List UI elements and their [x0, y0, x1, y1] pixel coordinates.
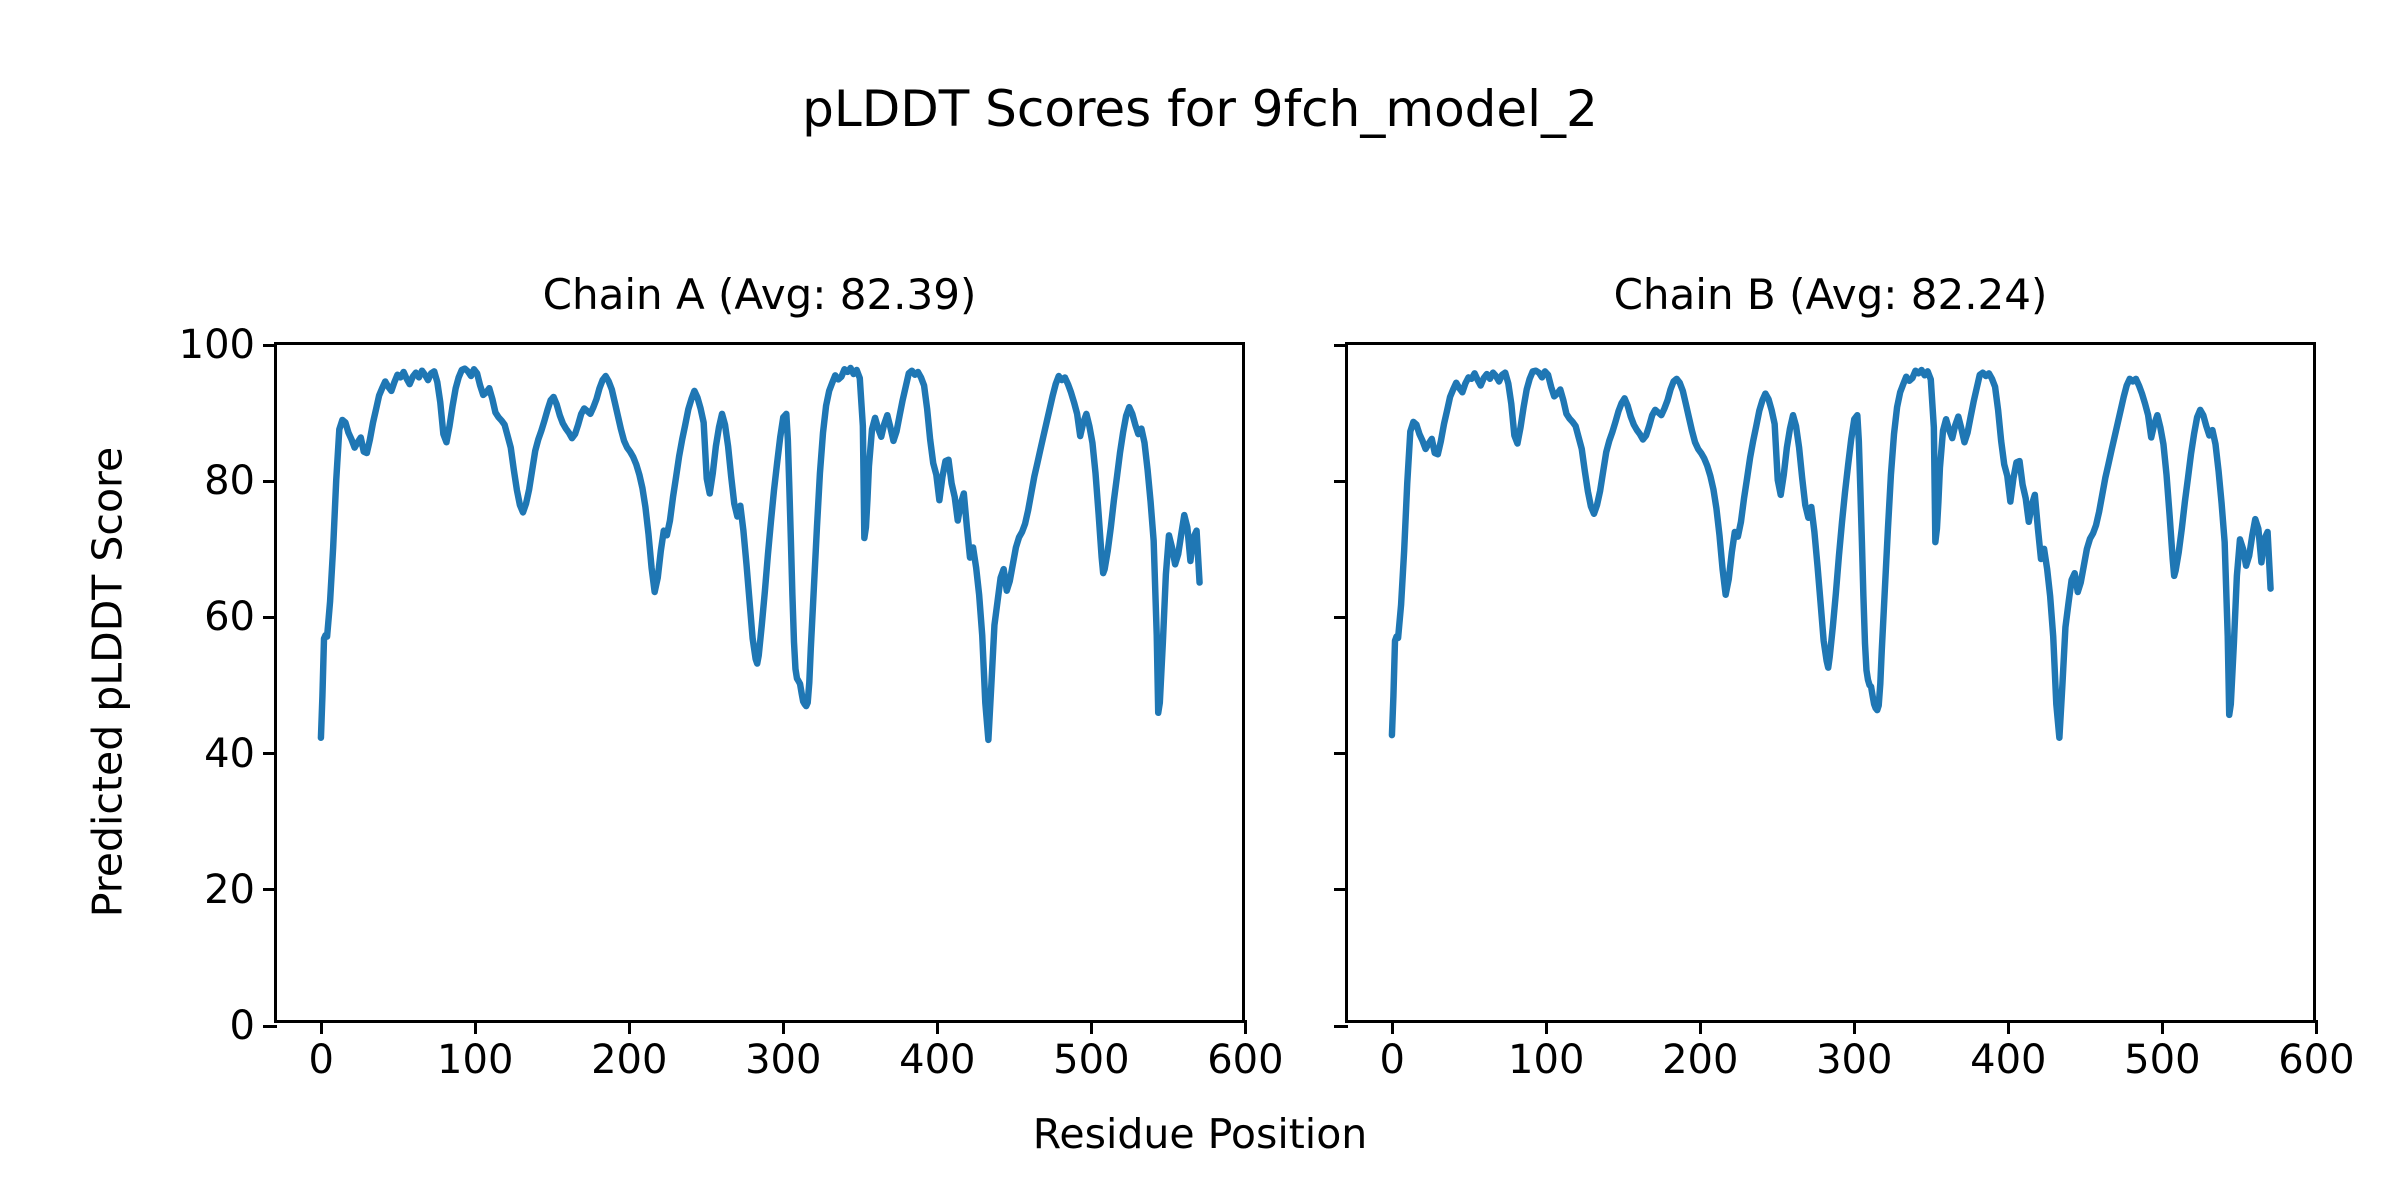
plddt-line-chain-b [1388, 366, 2274, 742]
x-axis-label: Residue Position [1032, 1110, 1368, 1158]
y-tick-label: 100 [178, 322, 255, 368]
x-tick-label: 100 [1508, 1037, 1585, 1083]
y-tick-mark [263, 479, 277, 483]
x-tick-label: 200 [1662, 1037, 1739, 1083]
x-tick-mark [319, 1020, 323, 1034]
x-tick-mark [2006, 1020, 2010, 1034]
x-tick-label: 600 [1207, 1037, 1284, 1083]
x-tick-label: 300 [1816, 1037, 1893, 1083]
y-tick-label: 20 [204, 866, 255, 913]
y-tick-mark [263, 752, 277, 756]
y-tick-mark [263, 888, 277, 892]
plddt-line-chain-a [317, 364, 1203, 744]
y-tick-label: 80 [204, 458, 255, 505]
plddt-line-chart [317, 364, 1203, 744]
x-tick-mark [935, 1020, 939, 1034]
y-tick-mark [1334, 888, 1348, 892]
y-tick-label: 40 [204, 730, 255, 777]
x-tick-label: 600 [2278, 1037, 2355, 1083]
x-tick-mark [627, 1020, 631, 1034]
x-tick-mark [473, 1020, 477, 1034]
y-tick-label: 60 [204, 594, 255, 641]
y-axis-label: Predicted pLDDT Score [83, 446, 132, 918]
chain-a-subplot-title: Chain A (Avg: 82.39) [542, 270, 977, 319]
x-tick-label: 200 [591, 1037, 668, 1083]
x-tick-label: 500 [2124, 1037, 2201, 1083]
x-tick-mark [1089, 1020, 1093, 1034]
x-tick-mark [1243, 1020, 1247, 1034]
x-tick-mark [1698, 1020, 1702, 1034]
x-tick-label: 500 [1053, 1037, 1130, 1083]
x-tick-label: 0 [1379, 1037, 1405, 1083]
plddt-line-chart [1388, 366, 2274, 742]
x-tick-mark [2160, 1020, 2164, 1034]
y-tick-mark [1334, 752, 1348, 756]
x-tick-label: 300 [745, 1037, 822, 1083]
x-tick-mark [2314, 1020, 2318, 1034]
x-tick-label: 100 [437, 1037, 514, 1083]
x-tick-mark [781, 1020, 785, 1034]
chain-b-subplot-title: Chain B (Avg: 82.24) [1613, 270, 2048, 319]
y-tick-mark [263, 1024, 277, 1028]
x-tick-label: 0 [308, 1037, 334, 1083]
chain-b-plot: 0 100 200 300 400 500 600 [1334, 342, 2355, 1080]
x-tick-label: 400 [899, 1037, 976, 1083]
y-tick-label: 0 [229, 1003, 255, 1049]
y-tick-mark [1334, 1024, 1348, 1028]
y-tick-mark [1334, 343, 1348, 347]
x-tick-mark [1852, 1020, 1856, 1034]
chain-a-plot: 0 100 200 300 400 500 600 0 20 40 60 80 100 [179, 325, 1284, 1080]
x-tick-mark [1544, 1020, 1548, 1034]
y-tick-mark [263, 615, 277, 619]
y-tick-mark [1334, 615, 1348, 619]
figure-title: pLDDT Scores for 9fch_model_2 [802, 80, 1598, 138]
x-tick-mark [1390, 1020, 1394, 1034]
x-tick-label: 400 [1970, 1037, 2047, 1083]
y-tick-mark [263, 343, 277, 347]
y-tick-mark [1334, 479, 1348, 483]
